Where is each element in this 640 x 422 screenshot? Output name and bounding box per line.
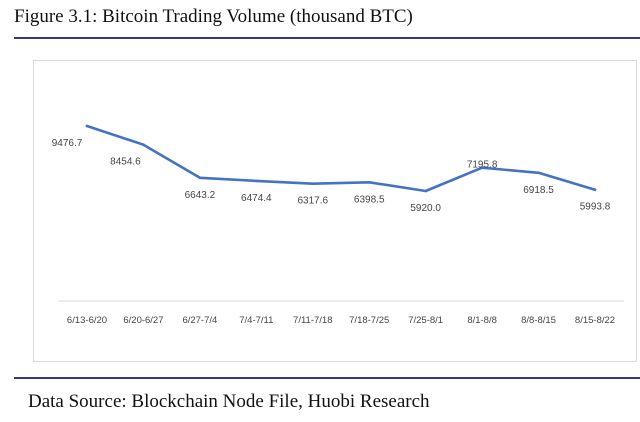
series-layer	[85, 124, 597, 193]
chart-frame	[33, 60, 637, 362]
top-rule	[14, 37, 640, 39]
series-line	[85, 124, 597, 193]
data-label: 8454.6	[110, 157, 141, 168]
x-tick-label: 7/11-7/18	[293, 315, 332, 326]
data-label: 6918.5	[523, 185, 554, 196]
bottom-rule	[14, 377, 640, 379]
data-labels: 9476.7 8454.6 6643.2 6474.4 6317.6 6398.5 5920…	[52, 138, 611, 214]
data-point	[311, 182, 315, 186]
data-label: 6643.2	[185, 190, 216, 201]
data-label: 7195.8	[467, 160, 498, 171]
data-label: 9476.7	[52, 138, 83, 149]
data-label: 6317.6	[297, 196, 328, 207]
data-label: 5920.0	[410, 203, 441, 214]
x-tick-label: 6/27-7/4	[182, 315, 217, 326]
figure-title: Figure 3.1: Bitcoin Trading Volume (thou…	[14, 6, 413, 27]
x-tick-label: 8/8-8/15	[521, 315, 556, 326]
data-point	[85, 124, 89, 128]
data-point	[593, 188, 597, 191]
data-point	[255, 179, 258, 183]
data-source: Data Source: Blockchain Node File, Huobi…	[28, 391, 430, 412]
x-tick-label: 6/13-6/20	[67, 315, 107, 326]
x-tick-labels: 6/13-6/20 6/20-6/27 6/27-7/4 7/4-7/11 7/11-7…	[67, 315, 615, 326]
data-point	[367, 180, 371, 184]
data-point	[537, 171, 540, 175]
x-tick-label: 8/1-8/8	[467, 315, 497, 326]
data-point	[142, 143, 145, 146]
x-tick-label: 7/4-7/11	[239, 315, 273, 326]
x-tick-label: 7/25-8/1	[408, 315, 443, 326]
data-label: 6474.4	[241, 193, 272, 204]
data-point	[424, 189, 427, 193]
data-label: 6398.5	[354, 194, 385, 205]
data-point	[198, 176, 202, 180]
x-tick-label: 8/15-8/22	[575, 315, 615, 326]
data-label: 5993.8	[580, 202, 611, 213]
data-point	[480, 166, 484, 169]
x-tick-label: 6/20-6/27	[123, 315, 163, 326]
x-tick-label: 7/18-7/25	[349, 315, 389, 326]
